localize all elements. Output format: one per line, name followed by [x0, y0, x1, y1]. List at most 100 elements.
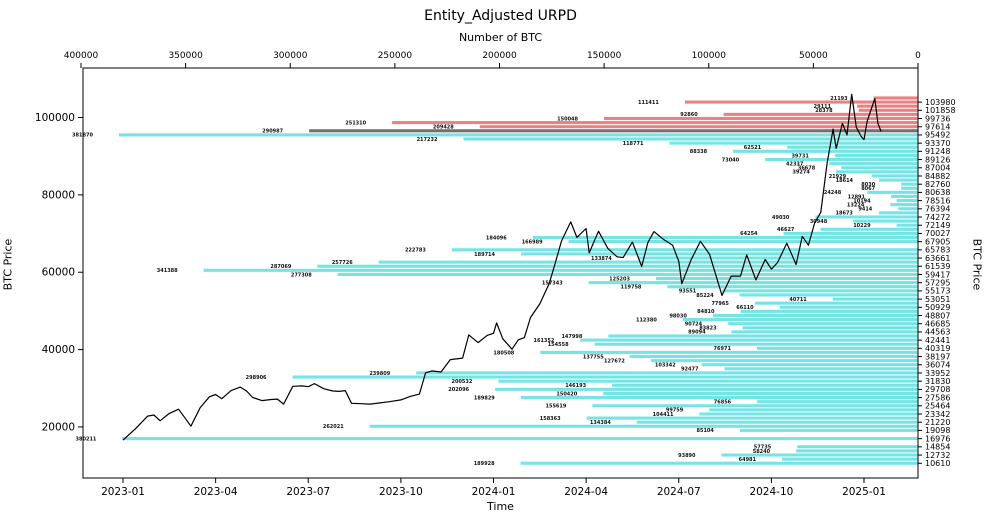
bar-value-label: 125203 — [609, 276, 630, 282]
bar-value-label: 222783 — [405, 248, 426, 254]
right-axis-label: BTC Price — [970, 238, 984, 291]
supply-bar — [669, 141, 918, 145]
right-tick-label: 87004 — [925, 164, 950, 173]
bar-value-label: 57735 — [754, 445, 772, 451]
top-tick-label: 300000 — [273, 51, 308, 61]
supply-bar — [879, 178, 918, 182]
bottom-tick-label: 2024-01 — [472, 486, 516, 498]
bar-value-label: 189829 — [474, 395, 495, 401]
right-tick-label: 99736 — [925, 114, 950, 123]
right-tick-label: 89126 — [925, 155, 950, 164]
bar-value-label: 99759 — [666, 408, 684, 414]
bar-value-label: 85104 — [697, 428, 715, 434]
supply-bar — [857, 104, 918, 108]
bar-value-label: 127672 — [604, 358, 625, 364]
supply-bar — [739, 293, 918, 297]
bar-value-label: 58240 — [753, 449, 771, 455]
supply-bar — [898, 207, 918, 211]
bar-value-label: 88338 — [690, 149, 708, 155]
right-tick-label: 82760 — [925, 180, 950, 189]
right-tick-label: 36074 — [925, 361, 950, 370]
supply-bar — [682, 318, 918, 322]
supply-bar — [867, 190, 918, 194]
chart-title: Entity_Adjusted URPD — [424, 8, 577, 24]
right-tick-label: 42441 — [925, 336, 950, 345]
bar-value-label: 134384 — [590, 420, 611, 426]
supply-bar — [815, 215, 918, 219]
bar-value-label: 155619 — [545, 404, 566, 410]
right-tick-label: 23342 — [925, 410, 950, 419]
supply-bar — [724, 367, 918, 371]
bar-value-label: 39274 — [792, 170, 810, 176]
supply-bar — [878, 211, 918, 215]
right-tick-label: 59417 — [925, 270, 950, 279]
bar-value-label: 92477 — [681, 367, 699, 373]
bar-value-label: 150420 — [556, 391, 577, 397]
bar-value-label: 161352 — [533, 338, 554, 344]
bar-value-label: 257726 — [332, 260, 353, 266]
bar-value-label: 112380 — [636, 317, 657, 323]
bar-value-label: 90724 — [685, 322, 703, 328]
right-tick-label: 103980 — [925, 98, 956, 107]
top-tick-label: 150000 — [587, 51, 622, 61]
left-tick-label: 100000 — [35, 112, 75, 124]
bar-value-label: 8067 — [861, 186, 875, 192]
top-axis-label: Number of BTC — [458, 31, 543, 44]
bar-value-label: 209428 — [433, 125, 454, 131]
supply-bar — [588, 281, 918, 285]
bar-value-label: 277308 — [291, 272, 312, 278]
supply-bar — [520, 461, 918, 465]
supply-bar — [721, 453, 918, 457]
right-tick-label: 48807 — [925, 311, 950, 320]
supply-bar — [731, 330, 918, 334]
bottom-tick-label: 2023-01 — [101, 486, 145, 498]
supply-bar — [580, 338, 918, 342]
bar-value-label: 64981 — [739, 457, 757, 463]
left-tick-label: 40000 — [42, 344, 75, 356]
bar-value-label: 119758 — [621, 285, 642, 291]
bar-value-label: 93890 — [678, 453, 696, 459]
right-tick-label: 10610 — [925, 459, 950, 468]
supply-bar — [629, 354, 918, 359]
supply-bar — [901, 182, 918, 186]
supply-bar — [740, 309, 918, 313]
supply-bar — [592, 404, 918, 408]
bar-value-label: 76971 — [714, 346, 732, 352]
right-tick-label: 63661 — [925, 254, 950, 263]
supply-bar — [309, 129, 918, 133]
supply-bar — [337, 272, 918, 276]
supply-bar — [656, 276, 918, 281]
right-tick-label: 27586 — [925, 393, 950, 402]
supply-bar — [796, 449, 918, 453]
bar-value-label: 40711 — [789, 297, 807, 303]
top-tick-label: 0 — [915, 51, 921, 61]
supply-bar — [594, 342, 918, 346]
right-tick-label: 74272 — [925, 213, 950, 222]
bar-value-label: 62521 — [744, 145, 762, 151]
bar-value-label: 29111 — [814, 104, 832, 110]
bar-value-label: 10194 — [853, 198, 871, 204]
bar-value-label: 158363 — [540, 416, 561, 422]
supply-bar — [608, 334, 918, 338]
bar-value-label: 157343 — [542, 280, 563, 286]
supply-bar — [532, 235, 918, 240]
supply-bar — [701, 363, 918, 367]
bar-value-label: 9414 — [858, 207, 872, 213]
bar-value-label: 10229 — [853, 223, 871, 229]
top-tick-label: 100000 — [692, 51, 727, 61]
right-tick-label: 53051 — [925, 295, 950, 304]
bar-value-label: 184096 — [486, 235, 507, 241]
supply-bar — [650, 359, 918, 363]
bar-value-label: 64254 — [740, 231, 758, 237]
supply-bar — [699, 412, 918, 416]
bottom-tick-label: 2024-07 — [657, 486, 701, 498]
supply-bar — [603, 391, 918, 395]
supply-bar — [636, 420, 918, 424]
right-tick-label: 101858 — [925, 106, 956, 115]
supply-bar — [834, 153, 918, 157]
top-tick-label: 400000 — [64, 51, 99, 61]
supply-bar — [667, 285, 918, 289]
supply-bar — [722, 289, 918, 293]
right-tick-label: 72149 — [925, 221, 950, 230]
supply-bar — [754, 301, 918, 305]
